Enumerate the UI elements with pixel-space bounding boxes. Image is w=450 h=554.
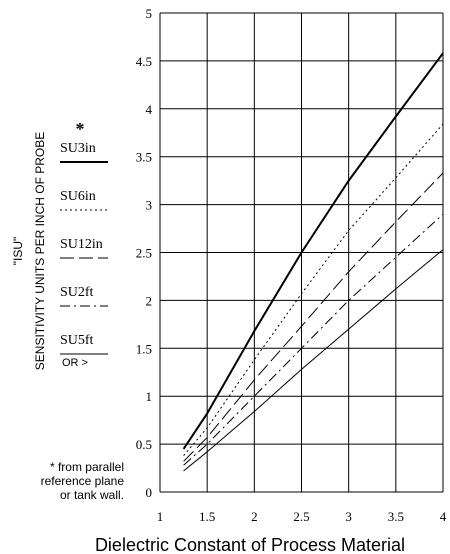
y-tick-label-7: 3.5	[136, 150, 152, 165]
series-lines	[182, 52, 444, 472]
legend-label-SU12in: SU12in	[60, 237, 103, 252]
y-tick-label-10: 5	[146, 6, 153, 21]
x-tick-label-4: 3	[345, 509, 352, 524]
y-tick-label-6: 3	[146, 198, 153, 213]
series-line-SU3in	[182, 52, 444, 450]
y-tick-label-4: 2	[146, 293, 153, 308]
x-tick-label-3: 2.5	[293, 509, 309, 524]
y-tick-label-1: 0.5	[136, 437, 152, 452]
x-tick-label-5: 3.5	[388, 509, 404, 524]
x-tick-label-2: 2	[251, 509, 258, 524]
y-axis-label-secondary: SENSITIVITY UNITS PER INCH OF PROBE	[33, 132, 47, 370]
x-tick-label-0: 1	[157, 509, 164, 524]
y-axis-label-primary: "ISU"	[11, 237, 25, 266]
x-tick-label-1: 1.5	[199, 509, 215, 524]
asterisk-marker: *	[76, 119, 85, 139]
y-tick-label-2: 1	[146, 389, 153, 404]
x-axis-label: Dielectric Constant of Process Material	[95, 535, 405, 554]
legend-label-SU6in: SU6in	[60, 189, 96, 204]
series-line-SU6in	[183, 123, 444, 456]
footnote-line-3: or tank wall.	[60, 488, 124, 502]
x-tick-label-6: 4	[440, 509, 447, 524]
series-line-SU2ft	[183, 213, 444, 466]
legend-label-SU2ft: SU2ft	[60, 285, 94, 300]
legend: SU3in SU6in SU12in SU2ft SU5ft OR >	[60, 141, 108, 369]
footnote-line-1: * from parallel	[50, 460, 124, 474]
footnote: * from parallel reference plane or tank …	[41, 460, 125, 502]
legend-extra-note: OR >	[62, 357, 88, 369]
series-line-SU12in	[183, 172, 444, 462]
y-tick-label-5: 2.5	[136, 246, 152, 261]
y-tick-label-9: 4.5	[136, 54, 152, 69]
y-tick-label-3: 1.5	[136, 341, 152, 356]
footnote-line-2: reference plane	[41, 474, 125, 488]
series-line-SU5ft	[183, 249, 444, 472]
y-tick-label-8: 4	[146, 102, 153, 117]
y-axis-ticks: 0 0.5 1 1.5 2 2.5 3 3.5 4 4.5 5	[136, 6, 153, 500]
legend-label-SU5ft: SU5ft	[60, 333, 94, 348]
legend-label-SU3in: SU3in	[60, 141, 96, 156]
x-axis-ticks: 1 1.5 2 2.5 3 3.5 4	[157, 509, 447, 524]
y-tick-label-0: 0	[146, 485, 153, 500]
